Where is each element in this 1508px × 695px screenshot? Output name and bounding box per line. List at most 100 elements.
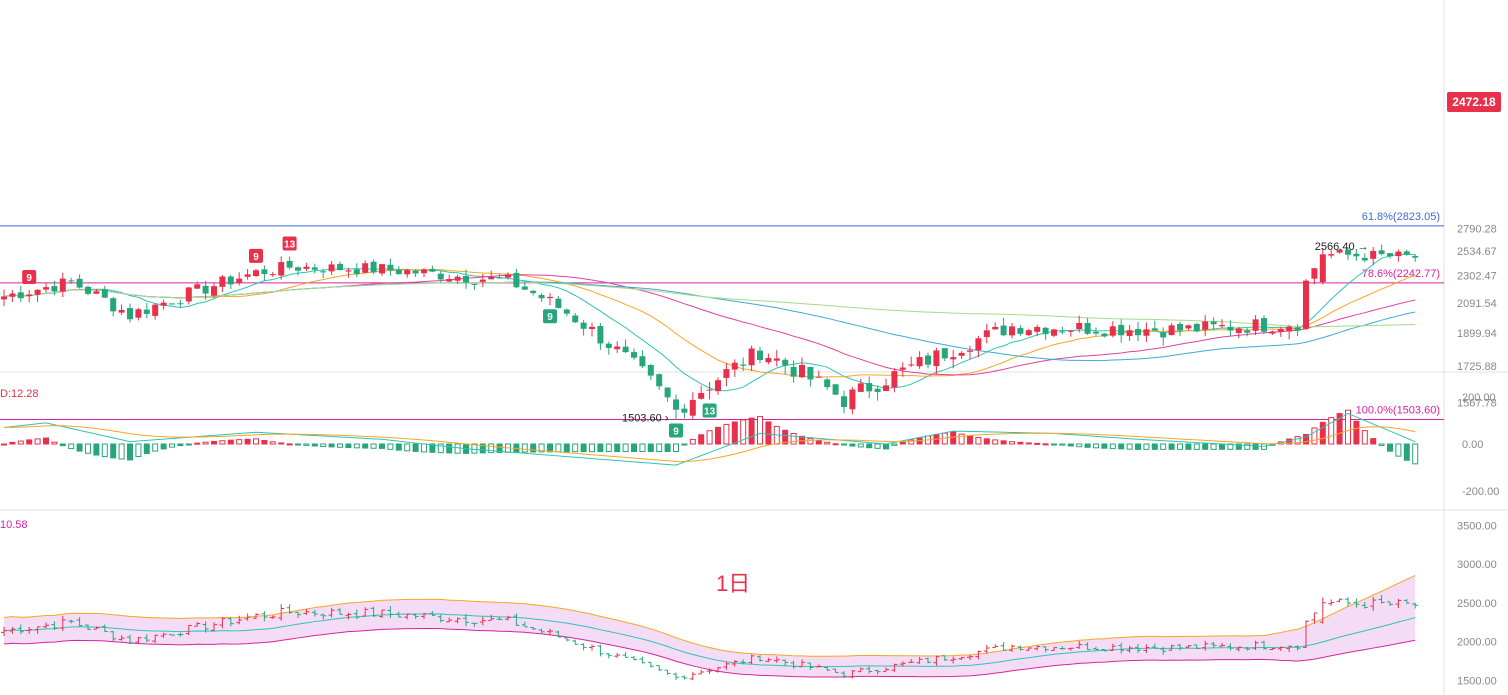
candle-body [899, 367, 906, 370]
candle-body [244, 274, 251, 277]
macd-histogram-bar [353, 443, 360, 449]
candle-body [1076, 323, 1083, 330]
candle-body [849, 389, 856, 410]
macd-histogram-bar [656, 443, 663, 453]
td-marker-badge [22, 269, 37, 284]
macd-histogram-bar [983, 438, 990, 445]
bottom-axis-tick: 3000.00 [1457, 559, 1497, 571]
macd-histogram-bar [76, 443, 83, 452]
candle-body [681, 408, 688, 413]
macd-axis-tick: 0.00 [1462, 439, 1483, 451]
macd-histogram-bar [261, 439, 268, 445]
macd-histogram-bar [1403, 443, 1410, 461]
candle-body [51, 286, 58, 292]
bottom-panel-label: 10.58 [0, 519, 28, 531]
candle-body [1261, 318, 1267, 332]
candle-body [656, 374, 663, 387]
macd-histogram-bar [328, 443, 335, 448]
macd-histogram-bar [194, 442, 201, 445]
macd-label: D:12.28 [0, 388, 39, 400]
macd-histogram-bar [1303, 434, 1309, 445]
candle-body [1336, 249, 1343, 253]
macd-histogram-bar [160, 443, 167, 450]
candle-body [1319, 254, 1326, 283]
candle-body [463, 276, 469, 283]
candle-body [295, 267, 301, 271]
candle-body [1126, 330, 1133, 337]
macd-histogram-bar [647, 443, 654, 453]
candle-body [211, 286, 217, 296]
macd-histogram-bar [278, 442, 285, 445]
price-axis-tick: 2091.54 [1457, 298, 1497, 310]
macd-axis-tick: 200.00 [1462, 392, 1496, 404]
candle-body [538, 295, 545, 299]
candle-body [1101, 333, 1108, 337]
candle-body [1235, 328, 1242, 333]
macd-axis-tick: -200.00 [1462, 486, 1499, 498]
candle-body [1303, 280, 1309, 329]
macd-histogram-bar [1151, 443, 1158, 450]
candle-body [664, 387, 671, 398]
candle-body [731, 362, 738, 370]
macd-histogram-bar [1336, 413, 1343, 445]
macd-histogram-bar [1101, 443, 1108, 449]
candle-body [496, 277, 503, 279]
candle-body [597, 326, 604, 344]
macd-histogram-bar [169, 443, 175, 448]
macd-histogram-bar [597, 443, 604, 453]
candle-body [1025, 330, 1032, 336]
candle-body [614, 346, 621, 350]
candle-body [454, 276, 461, 281]
bottom-axis-tick: 1500.00 [1457, 675, 1497, 687]
candle-body [1135, 328, 1141, 336]
macd-histogram-bar [992, 439, 999, 445]
candle-body [589, 326, 595, 329]
macd-histogram-bar [93, 443, 100, 456]
macd-histogram-bar [127, 443, 133, 461]
candle-body [1042, 327, 1049, 335]
candle-body [925, 355, 931, 365]
candle-body [1210, 321, 1217, 325]
candle-body [513, 272, 520, 288]
price-axis-tick: 2534.67 [1457, 246, 1497, 258]
macd-histogram-bar [68, 443, 75, 450]
period-label: 1日 [716, 571, 751, 596]
candle-body [353, 269, 360, 275]
candle-body [93, 291, 100, 294]
candle-body [1277, 329, 1284, 332]
candle-body [387, 264, 394, 271]
macd-histogram-bar [1143, 443, 1150, 450]
candle-body [841, 396, 847, 408]
macd-histogram-bar [908, 439, 915, 445]
candle-body [446, 279, 453, 282]
macd-histogram-bar [295, 443, 301, 446]
macd-histogram-bar [345, 443, 352, 449]
candle-body [916, 357, 923, 367]
macd-histogram-bar [1009, 441, 1015, 445]
candle-body [1378, 250, 1385, 255]
candle-body [883, 385, 889, 391]
macd-histogram-bar [807, 438, 814, 445]
macd-histogram-bar [757, 416, 763, 445]
macd-histogram-bar [1328, 417, 1335, 445]
macd-histogram-bar [244, 438, 251, 445]
candle-body [269, 274, 276, 276]
macd-histogram-bar [740, 419, 747, 445]
macd-histogram-bar [85, 443, 91, 454]
macd-histogram-bar [891, 443, 898, 446]
macd-histogram-bar [521, 443, 528, 453]
candle-body [34, 289, 41, 295]
macd-histogram-bar [950, 431, 957, 445]
macd-histogram-bar [1177, 443, 1183, 450]
macd-histogram-bar [1000, 440, 1007, 445]
candle-body [17, 292, 24, 299]
macd-histogram-bar [110, 443, 117, 459]
candle-body [227, 276, 234, 285]
candle-body [782, 359, 789, 366]
macd-histogram-bar [1118, 443, 1125, 450]
macd-histogram-bar [1378, 443, 1385, 446]
td-marker-text: 9 [673, 427, 679, 438]
candle-body [127, 308, 133, 320]
candle-body [345, 270, 352, 272]
